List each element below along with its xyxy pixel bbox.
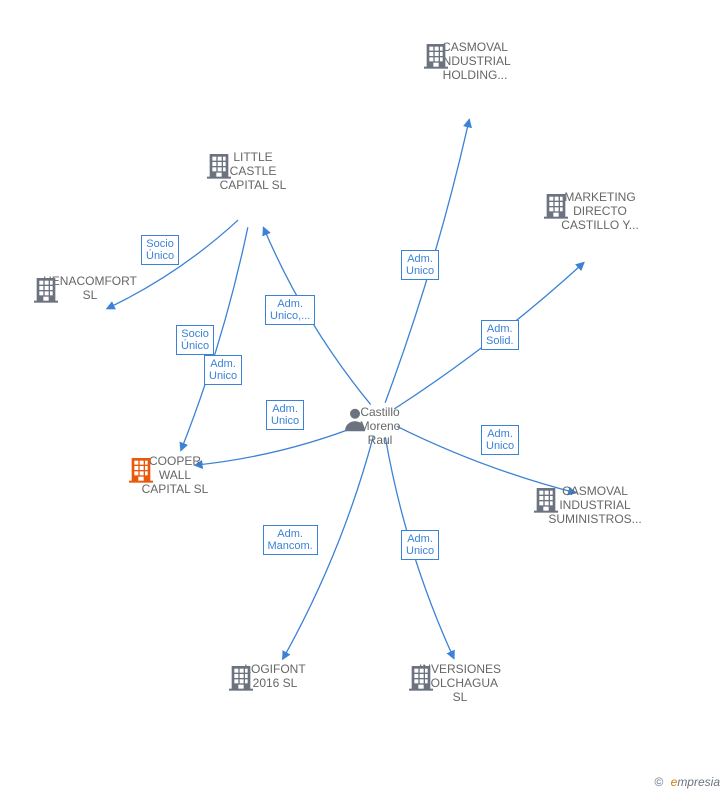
- edge-center-to-logifont: [283, 437, 374, 660]
- attribution: © empresia: [654, 775, 720, 789]
- edge-center-to-casmoval_holding: [385, 119, 469, 403]
- edge-little_castle-to-henacomfort: [107, 220, 239, 309]
- edge-center-to-little_castle: [263, 227, 370, 404]
- edge-little_castle-to-cooper: [181, 227, 248, 451]
- copyright-symbol: ©: [654, 775, 663, 789]
- edge-center-to-marketing: [394, 262, 584, 409]
- edge-center-to-casmoval_sum: [397, 426, 576, 493]
- network-graph-svg: [0, 0, 728, 795]
- edge-center-to-cooper: [194, 424, 362, 465]
- edge-center-to-inversiones: [385, 437, 454, 659]
- logo-text: mpresia: [677, 775, 720, 789]
